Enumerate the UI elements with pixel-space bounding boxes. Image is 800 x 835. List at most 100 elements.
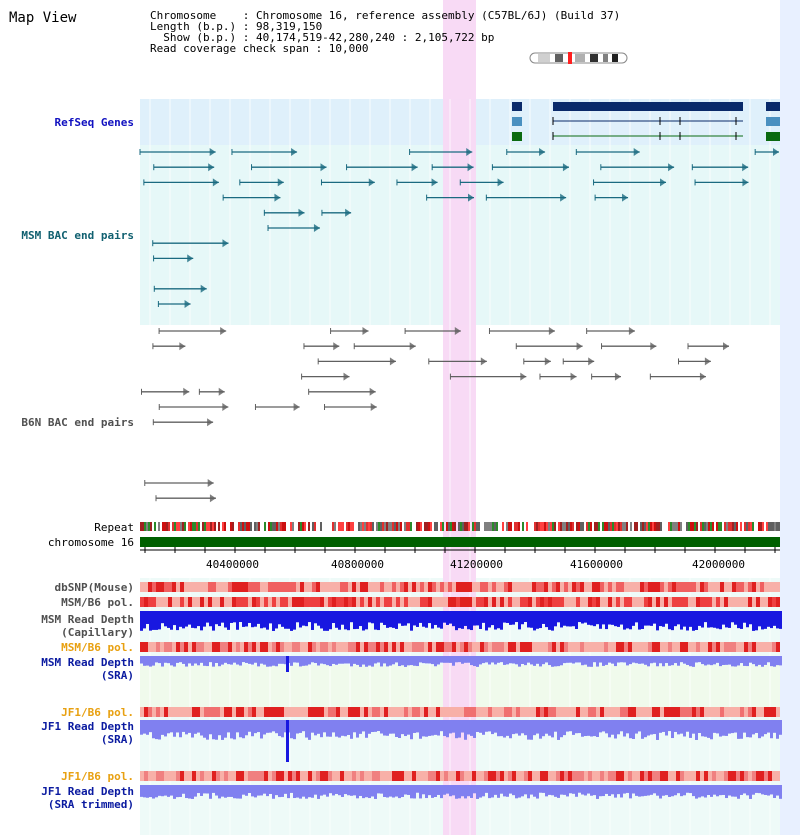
read-depth-bar bbox=[413, 720, 416, 733]
read-depth-bar bbox=[728, 785, 731, 796]
read-depth-bar bbox=[206, 785, 209, 794]
track-label-msm-pol-2[interactable]: MSM/B6 pol. bbox=[61, 641, 134, 654]
repeat-block bbox=[688, 522, 690, 531]
polymorphism-band bbox=[596, 582, 600, 592]
polymorphism-band bbox=[508, 597, 512, 607]
polymorphism-band bbox=[428, 642, 432, 652]
polymorphism-band bbox=[396, 582, 400, 592]
read-depth-bar bbox=[227, 656, 230, 665]
repeat-block bbox=[668, 522, 670, 531]
read-depth-bar bbox=[266, 611, 269, 630]
read-depth-bar bbox=[314, 656, 317, 664]
read-depth-bar bbox=[707, 720, 710, 738]
read-depth-bar bbox=[203, 611, 206, 627]
read-depth-bar bbox=[698, 656, 701, 663]
repeat-block bbox=[150, 522, 152, 531]
track-label-msm-pol-1[interactable]: MSM/B6 pol. bbox=[61, 596, 134, 609]
polymorphism-band bbox=[396, 642, 400, 652]
read-depth-bar bbox=[173, 785, 176, 799]
repeat-block bbox=[598, 522, 600, 531]
polymorphism-band bbox=[640, 642, 644, 652]
polymorphism-band bbox=[324, 642, 328, 652]
read-depth-bar bbox=[344, 611, 347, 630]
read-depth-bar bbox=[296, 785, 299, 798]
polymorphism-band bbox=[752, 597, 756, 607]
read-depth-bar bbox=[461, 785, 464, 797]
read-depth-bar bbox=[242, 720, 245, 739]
read-depth-bar bbox=[341, 656, 344, 664]
bac-pair-arrow bbox=[548, 327, 555, 335]
polymorphism-band bbox=[760, 597, 764, 607]
bac-pair-arrow bbox=[544, 357, 551, 366]
polymorphism-band bbox=[660, 642, 664, 652]
read-depth-bar bbox=[311, 611, 314, 630]
read-depth-bar bbox=[566, 720, 569, 732]
read-depth-bar bbox=[419, 611, 422, 623]
polymorphism-band bbox=[280, 642, 284, 652]
repeat-block bbox=[430, 522, 432, 531]
repeat-block bbox=[242, 522, 244, 531]
read-depth-bar bbox=[716, 611, 719, 629]
read-depth-bar bbox=[359, 785, 362, 796]
polymorphism-band bbox=[224, 707, 228, 717]
track-label-refseq[interactable]: RefSeq Genes bbox=[54, 116, 134, 129]
track-label-jf1-depth-trim[interactable]: JF1 Read Depth bbox=[41, 785, 134, 798]
polymorphism-band bbox=[644, 642, 648, 652]
read-depth-bar bbox=[161, 611, 164, 624]
read-depth-bar bbox=[767, 720, 770, 733]
repeat-block bbox=[702, 522, 704, 531]
read-depth-bar bbox=[752, 785, 755, 795]
read-depth-bar bbox=[230, 656, 233, 665]
polymorphism-band bbox=[352, 597, 356, 607]
read-depth-bar bbox=[323, 720, 326, 733]
polymorphism-band bbox=[592, 642, 596, 652]
polymorphism-band bbox=[708, 597, 712, 607]
track-label-msm-depth-sra[interactable]: MSM Read Depth bbox=[41, 656, 134, 669]
read-depth-bar bbox=[500, 785, 503, 794]
read-depth-bar bbox=[188, 611, 191, 625]
polymorphism-band bbox=[548, 707, 552, 717]
polymorphism-band bbox=[720, 642, 724, 652]
repeat-block bbox=[648, 522, 650, 531]
track-label-jf1-pol-2[interactable]: JF1/B6 pol. bbox=[61, 770, 134, 783]
read-depth-bar bbox=[185, 785, 188, 799]
read-depth-bar bbox=[488, 785, 491, 799]
track-label-jf1-pol-1[interactable]: JF1/B6 pol. bbox=[61, 706, 134, 719]
polymorphism-band bbox=[256, 707, 260, 717]
polymorphism-band bbox=[508, 642, 512, 652]
track-label-msm-depth-cap[interactable]: MSM Read Depth bbox=[41, 613, 134, 626]
read-depth-bar bbox=[314, 785, 317, 795]
track-label-dbsnp[interactable]: dbSNP(Mouse) bbox=[54, 581, 134, 594]
polymorphism-band bbox=[676, 771, 680, 781]
track-label-msm-bac[interactable]: MSM BAC end pairs bbox=[21, 229, 134, 242]
track-label-jf1-depth-sra[interactable]: JF1 Read Depth bbox=[41, 720, 134, 733]
polymorphism-band bbox=[364, 707, 368, 717]
read-depth-bar bbox=[665, 656, 668, 664]
polymorphism-band bbox=[560, 642, 564, 652]
read-depth-bar bbox=[395, 785, 398, 797]
read-depth-bar bbox=[578, 720, 581, 734]
read-depth-bar bbox=[362, 785, 365, 799]
polymorphism-band bbox=[432, 771, 436, 781]
polymorphism-band bbox=[564, 771, 568, 781]
read-depth-bar bbox=[329, 785, 332, 794]
read-depth-bar bbox=[482, 785, 485, 797]
polymorphism-band bbox=[496, 642, 500, 652]
read-depth-bar bbox=[743, 720, 746, 733]
polymorphism-band bbox=[144, 771, 148, 781]
read-depth-bar bbox=[761, 656, 764, 667]
read-depth-bar bbox=[248, 785, 251, 794]
track-label-b6n-bac[interactable]: B6N BAC end pairs bbox=[21, 416, 134, 429]
polymorphism-band bbox=[180, 707, 184, 717]
read-depth-bar bbox=[206, 656, 209, 667]
track-label-repeat[interactable]: Repeat bbox=[94, 521, 134, 534]
read-depth-bar bbox=[653, 656, 656, 663]
read-depth-bar bbox=[728, 720, 731, 734]
read-depth-bar bbox=[146, 720, 149, 735]
read-depth-bar bbox=[524, 611, 527, 623]
read-depth-bar bbox=[764, 720, 767, 735]
polymorphism-band bbox=[660, 707, 664, 717]
read-depth-bar bbox=[215, 785, 218, 796]
read-depth-bar bbox=[299, 611, 302, 628]
polymorphism-band bbox=[564, 582, 568, 592]
